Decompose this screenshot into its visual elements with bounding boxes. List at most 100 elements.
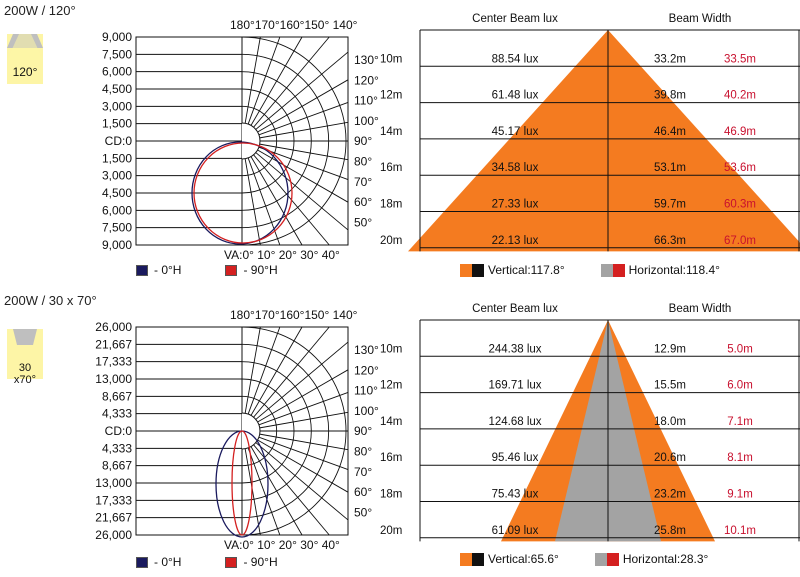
cd-tick-label: 21,667	[95, 337, 132, 351]
curve-90h	[193, 142, 293, 244]
cd-tick-label: 21,667	[95, 511, 132, 525]
cd-tick-label: 4,333	[102, 441, 132, 455]
header-center-beam: Center Beam lux	[472, 303, 558, 315]
polar-candela-chart: 26,000 21,667 17,333 13,000 8,667 4,333 CD:0 4,…	[95, 308, 379, 552]
lux-value: 61.48 lux	[492, 90, 539, 102]
cd-tick-label: 7,500	[102, 47, 132, 61]
legend-label-90h: - 90°H	[243, 555, 278, 569]
cd-tick-label: 8,667	[102, 389, 132, 403]
beam-width-horizontal: 33.5m	[724, 53, 756, 65]
beam-width-horizontal: 40.2m	[724, 90, 756, 102]
distance-label: 12m	[380, 380, 402, 392]
section-title: 200W / 120°	[4, 3, 76, 18]
cone-legend: Vertical:65.6° Horizontal:28.3°	[460, 552, 744, 566]
beam-width-vertical: 46.4m	[654, 126, 686, 138]
cd-tick-label: 4,500	[102, 186, 132, 200]
right-angle-label: 100°	[354, 404, 379, 418]
legend-swatch-horizontal	[594, 552, 607, 566]
beam-width-vertical: 20.6m	[654, 452, 686, 464]
polar-spoke	[258, 436, 349, 471]
polar-spoke	[259, 121, 349, 139]
polar-candela-chart: 9,000 7,500 6,000 4,500 3,000 1,500 CD:0 1,500 3…	[102, 18, 379, 262]
cd-tick-label: 4,500	[102, 82, 132, 96]
polar-legend: - 0°H - 90°H	[136, 555, 322, 569]
beam-width-vertical: 12.9m	[654, 343, 686, 355]
cd-tick-label: 13,000	[95, 372, 132, 386]
polar-spoke	[255, 51, 349, 130]
polar-spoke	[259, 143, 349, 161]
cd-tick-label: 1,500	[102, 117, 132, 131]
right-angle-label: 70°	[354, 175, 372, 189]
bottom-angle-labels: VA:0° 10° 20° 30° 40°	[224, 248, 340, 262]
beam-cone-chart: Center Beam lux Beam Width 10m 88.54 lux 33.…	[380, 13, 800, 252]
polar-spoke	[250, 326, 303, 416]
polar-spoke	[259, 433, 349, 451]
distance-label: 20m	[380, 235, 402, 247]
beam-width-horizontal: 9.1m	[727, 489, 753, 501]
polar-spoke	[253, 36, 330, 128]
cd-tick-label: 4,333	[102, 407, 132, 421]
beam-width-vertical: 59.7m	[654, 199, 686, 211]
top-angle-labels: 180°170°160°150° 140°	[230, 18, 358, 32]
beam-width-vertical: 15.5m	[654, 380, 686, 392]
legend-swatch-vertical-dark	[472, 552, 484, 566]
beam-width-vertical: 53.1m	[654, 162, 686, 174]
polar-spoke	[257, 369, 349, 423]
right-angle-label: 90°	[354, 134, 372, 148]
beam-angle-icon: 30 x70°	[7, 329, 43, 386]
polar-spoke	[255, 341, 349, 420]
polar-hub	[241, 122, 261, 160]
lux-value: 88.54 lux	[492, 53, 539, 65]
cd-tick-label: 17,333	[95, 355, 132, 369]
lux-value: 34.58 lux	[492, 162, 539, 174]
right-angle-label: 60°	[354, 195, 372, 209]
cd-tick-label: 6,000	[102, 203, 132, 217]
lux-value: 27.33 lux	[492, 199, 539, 211]
beam-cone-chart: Center Beam lux Beam Width 10m 244.38 lux 12…	[380, 303, 800, 542]
polar-spoke	[244, 36, 261, 124]
legend-label-vertical: Vertical:65.6°	[488, 552, 559, 566]
lux-value: 75.43 lux	[492, 489, 539, 501]
top-angle-labels: 180°170°160°150° 140°	[230, 308, 358, 322]
right-angle-label: 120°	[354, 363, 379, 377]
polar-spoke	[247, 326, 281, 415]
right-angle-label: 80°	[354, 445, 372, 459]
cd-tick-label: CD:0	[105, 424, 133, 438]
lux-value: 124.68 lux	[488, 416, 541, 428]
distance-label: 10m	[380, 53, 402, 65]
section-title: 200W / 30 x 70°	[4, 293, 97, 308]
cd-tick-label: 26,000	[95, 320, 132, 334]
right-angle-label: 70°	[354, 465, 372, 479]
polar-spoke	[257, 79, 349, 133]
polar-spoke	[258, 101, 349, 136]
lux-value: 95.46 lux	[492, 452, 539, 464]
right-angle-label: 50°	[354, 215, 372, 229]
polar-spoke	[250, 36, 303, 126]
cd-tick-label: CD:0	[105, 134, 133, 148]
beam-width-vertical: 66.3m	[654, 235, 686, 247]
distance-label: 16m	[380, 452, 402, 464]
legend-swatch-90h	[225, 556, 238, 568]
cd-tick-label: 17,333	[95, 493, 132, 507]
distance-label: 10m	[380, 343, 402, 355]
lux-value: 45.17 lux	[492, 126, 539, 138]
header-beam-width: Beam Width	[669, 303, 732, 315]
polar-spoke	[257, 439, 349, 493]
cd-tick-label: 6,000	[102, 65, 132, 79]
legend-swatch-90h	[225, 264, 238, 276]
right-angle-label: 100°	[354, 114, 379, 128]
cd-tick-label: 9,000	[102, 238, 132, 252]
beam-width-vertical: 39.8m	[654, 90, 686, 102]
polar-spoke	[258, 146, 349, 181]
polar-spoke	[253, 326, 330, 418]
polar-legend: - 0°H - 90°H	[136, 263, 322, 277]
distance-label: 20m	[380, 525, 402, 537]
legend-swatch-horizontal	[600, 263, 613, 277]
lux-value: 169.71 lux	[488, 380, 541, 392]
polar-spoke	[250, 446, 303, 536]
cd-tick-label: 13,000	[95, 476, 132, 490]
right-angle-label: 50°	[354, 505, 372, 519]
right-angle-label: 120°	[354, 73, 379, 87]
polar-spoke	[250, 156, 303, 246]
right-angle-label: 130°	[354, 53, 379, 67]
